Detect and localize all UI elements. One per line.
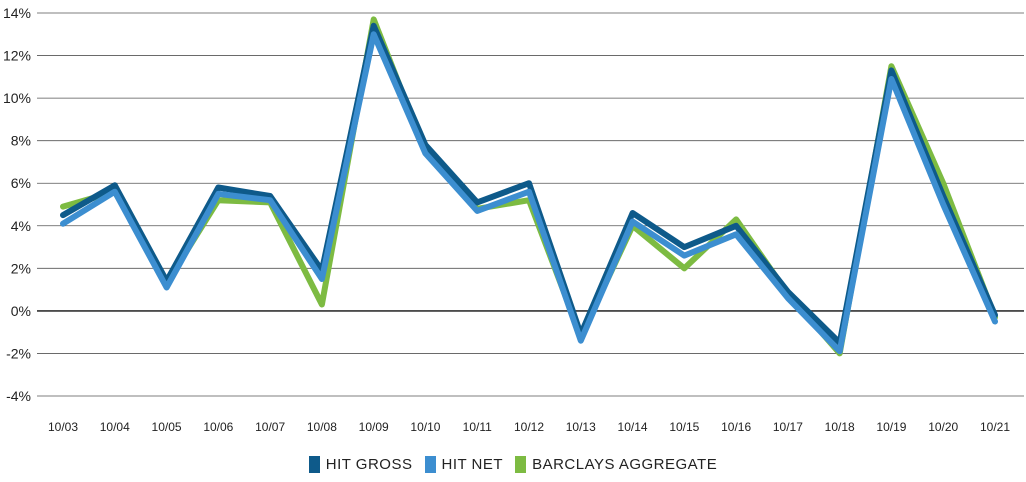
x-tick-label: 10/21 xyxy=(980,420,1010,434)
y-tick-label: 2% xyxy=(11,260,31,276)
legend-swatch-hit-net xyxy=(424,456,436,473)
x-tick-label: 10/14 xyxy=(618,420,648,434)
legend-swatch-hit-gross xyxy=(308,456,320,473)
y-tick-label: 10% xyxy=(3,90,31,106)
y-tick-label: 4% xyxy=(11,218,31,234)
x-tick-label: 10/18 xyxy=(825,420,855,434)
legend-item-hit-gross: HIT GROSS xyxy=(308,456,413,473)
x-tick-label: 10/06 xyxy=(203,420,233,434)
legend-label-hit-net: HIT NET xyxy=(441,456,504,473)
x-tick-label: 10/17 xyxy=(773,420,803,434)
legend-label-hit-gross: HIT GROSS xyxy=(325,456,413,473)
legend-label-barclays-aggregate: BARCLAYS AGGREGATE xyxy=(532,456,718,473)
x-tick-label: 10/19 xyxy=(876,420,906,434)
line-chart: -4% -2% 0% 2% 4% 6% 8% 10% 12% 14% 10/03 10/04 10/05… xyxy=(3,5,1024,434)
x-tick-label: 10/13 xyxy=(566,420,596,434)
x-tick-label: 10/05 xyxy=(152,420,182,434)
x-tick-label: 10/08 xyxy=(307,420,337,434)
x-tick-label: 10/15 xyxy=(669,420,699,434)
y-tick-label: -2% xyxy=(6,345,31,361)
y-tick-label: 0% xyxy=(11,303,31,319)
legend-swatch-barclays-aggregate xyxy=(515,456,527,473)
x-tick-label: 10/03 xyxy=(48,420,78,434)
x-tick-label: 10/11 xyxy=(463,420,492,434)
y-tick-label: 8% xyxy=(11,133,31,149)
x-tick-label: 10/16 xyxy=(721,420,751,434)
x-tick-label: 10/12 xyxy=(514,420,544,434)
chart-legend: HIT GROSS HIT NET BARCLAYS AGGREGATE xyxy=(0,456,1026,473)
y-tick-label: 14% xyxy=(3,5,31,21)
y-tick-label: 12% xyxy=(3,48,31,64)
x-tick-label: 10/09 xyxy=(359,420,389,434)
x-tick-label: 10/07 xyxy=(255,420,285,434)
y-tick-label: 6% xyxy=(11,175,31,191)
x-tick-label: 10/20 xyxy=(928,420,958,434)
series-line-hit-net xyxy=(60,31,998,355)
legend-item-hit-net: HIT NET xyxy=(424,456,504,473)
series-line-hit-gross xyxy=(60,22,998,346)
x-tick-label: 10/10 xyxy=(410,420,440,434)
y-tick-label: -4% xyxy=(6,388,31,404)
legend-item-barclays-aggregate: BARCLAYS AGGREGATE xyxy=(515,456,717,473)
x-tick-label: 10/04 xyxy=(100,420,130,434)
